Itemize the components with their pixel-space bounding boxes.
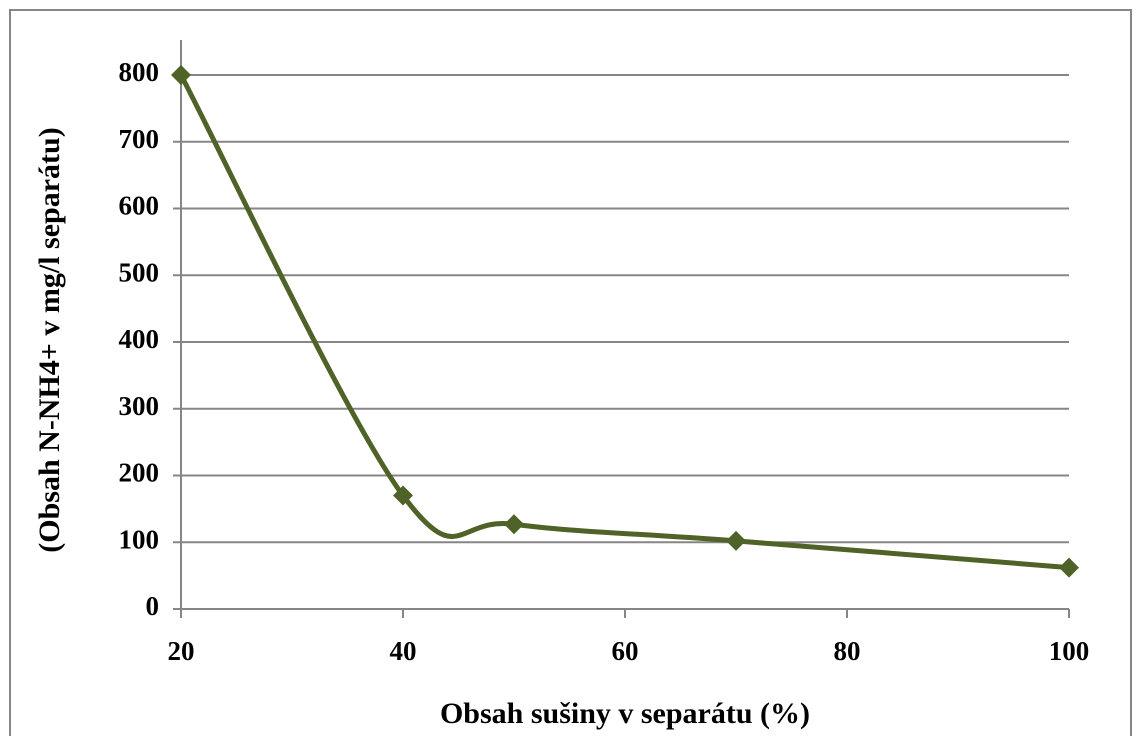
x-tick-label: 100 bbox=[1049, 636, 1090, 666]
y-tick-label: 300 bbox=[119, 391, 160, 421]
y-tick-label: 600 bbox=[119, 191, 160, 221]
x-tick-label: 20 bbox=[168, 636, 195, 666]
x-tick-label: 80 bbox=[834, 636, 861, 666]
y-tick-label: 400 bbox=[119, 324, 160, 354]
y-tick-label: 0 bbox=[146, 591, 160, 621]
data-point bbox=[171, 65, 191, 85]
chart-frame bbox=[9, 9, 1132, 736]
y-tick-label: 200 bbox=[119, 458, 160, 488]
y-tick-label: 500 bbox=[119, 257, 160, 287]
y-axis-title: (Obsah N-NH4+ v mg/l separátu) bbox=[33, 127, 66, 552]
data-point bbox=[504, 514, 524, 535]
data-point bbox=[1059, 557, 1079, 578]
x-tick-label: 60 bbox=[612, 636, 639, 666]
x-axis-title: Obsah sušiny v separátu (%) bbox=[440, 697, 810, 730]
data-point bbox=[726, 530, 746, 551]
y-tick-label: 100 bbox=[119, 524, 160, 554]
x-tick-label: 40 bbox=[390, 636, 417, 666]
y-tick-label: 800 bbox=[119, 57, 160, 87]
data-point bbox=[393, 485, 413, 506]
y-tick-label: 700 bbox=[119, 124, 160, 154]
